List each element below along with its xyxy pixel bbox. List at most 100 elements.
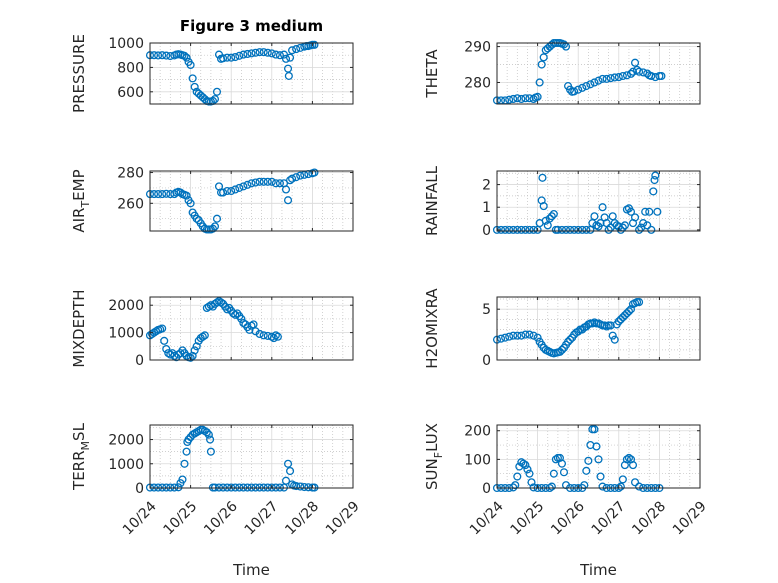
data-point xyxy=(267,332,276,341)
x-tick-label: 10/28 xyxy=(282,498,322,538)
data-point xyxy=(513,225,522,234)
data-point xyxy=(239,182,248,191)
y-tick-label: 5 xyxy=(482,302,491,318)
data-point xyxy=(614,317,623,326)
data-point xyxy=(598,74,607,83)
data-point xyxy=(616,315,625,324)
data-point xyxy=(237,314,246,323)
data-point xyxy=(158,51,167,60)
data-point xyxy=(186,353,195,362)
y-tick-label: 2 xyxy=(482,178,491,194)
data-point xyxy=(162,344,171,354)
data-point xyxy=(267,177,276,186)
data-point xyxy=(596,219,605,228)
data-point xyxy=(630,58,640,67)
data-point xyxy=(533,92,542,101)
data-point xyxy=(219,54,228,63)
data-point xyxy=(551,455,560,464)
data-point xyxy=(635,67,644,76)
data-point xyxy=(271,331,280,340)
chart-panel-1: 280 290 THETA xyxy=(423,38,701,105)
data-point xyxy=(535,78,544,87)
data-point xyxy=(283,64,293,73)
data-point xyxy=(255,48,264,57)
data-point xyxy=(154,190,163,199)
y-tick-label: 280 xyxy=(464,75,491,91)
data-point xyxy=(545,214,554,223)
data-point xyxy=(259,331,268,340)
data-point xyxy=(618,313,627,322)
data-point xyxy=(525,330,534,339)
data-point xyxy=(523,465,532,474)
y-tick-label: 1000 xyxy=(108,36,144,52)
data-point xyxy=(283,196,293,205)
data-point xyxy=(650,176,659,185)
data-point xyxy=(539,53,548,62)
chart-panel-2: 260 280 AIRTEMP xyxy=(70,166,354,234)
data-point xyxy=(620,221,629,230)
data-point xyxy=(557,459,567,468)
y-tick-label: 2000 xyxy=(108,298,144,314)
data-point xyxy=(501,333,510,342)
data-point xyxy=(160,336,169,345)
data-point xyxy=(624,307,633,316)
x-tick-label: 10/29 xyxy=(670,498,710,538)
data-point xyxy=(628,461,638,470)
data-point xyxy=(186,60,195,70)
data-point xyxy=(243,49,252,59)
data-point xyxy=(273,332,282,341)
data-point xyxy=(300,482,309,492)
y-tick-label: 280 xyxy=(117,166,144,182)
data-point xyxy=(271,179,280,188)
data-point xyxy=(513,94,522,103)
data-point xyxy=(643,69,652,78)
data-point xyxy=(310,40,319,49)
data-point xyxy=(509,94,518,104)
data-point xyxy=(517,331,526,340)
y-tick-label: 290 xyxy=(464,40,491,56)
data-point xyxy=(178,475,187,484)
y-axis-label: AIRTEMP xyxy=(70,169,92,232)
data-point xyxy=(561,225,571,234)
data-point xyxy=(176,188,185,197)
data-point xyxy=(557,225,567,234)
data-point xyxy=(538,173,547,182)
axes-box xyxy=(496,424,701,489)
data-point xyxy=(208,224,217,233)
x-tick-label: 10/25 xyxy=(508,498,548,538)
x-tick-label: 10/28 xyxy=(629,498,669,538)
data-point xyxy=(592,442,601,451)
data-point xyxy=(602,74,611,83)
data-point xyxy=(505,225,514,234)
data-point xyxy=(582,82,591,91)
data-point xyxy=(566,225,575,234)
data-point xyxy=(251,178,260,187)
y-tick-label: 0 xyxy=(135,353,144,369)
data-point xyxy=(158,190,167,199)
data-point xyxy=(622,455,631,464)
x-tick-label: 10/24 xyxy=(467,498,507,538)
data-point xyxy=(259,48,268,57)
data-point xyxy=(231,52,240,62)
data-point xyxy=(608,212,617,221)
data-point xyxy=(227,186,236,196)
axes-box xyxy=(149,170,354,232)
axes-box xyxy=(496,170,701,232)
data-point xyxy=(653,207,662,216)
data-point xyxy=(182,447,191,456)
data-point xyxy=(537,60,546,69)
data-point xyxy=(559,468,569,477)
y-tick-label: 800 xyxy=(117,60,144,76)
data-point xyxy=(286,176,295,185)
chart-panel-3: 0 1 2 RAINFALL xyxy=(423,165,701,239)
data-point xyxy=(622,309,631,318)
axes-box xyxy=(149,296,354,361)
data-point xyxy=(513,472,522,481)
data-point xyxy=(150,190,159,199)
data-point xyxy=(529,225,538,234)
data-point xyxy=(235,183,244,192)
y-tick-label: 0 xyxy=(135,481,144,497)
data-point xyxy=(574,327,583,336)
chart-panel-7: 0 100 200 10/24 10/25 10/26 10/27 10/28 10/29 SUN… xyxy=(423,423,710,579)
data-point xyxy=(162,189,171,198)
